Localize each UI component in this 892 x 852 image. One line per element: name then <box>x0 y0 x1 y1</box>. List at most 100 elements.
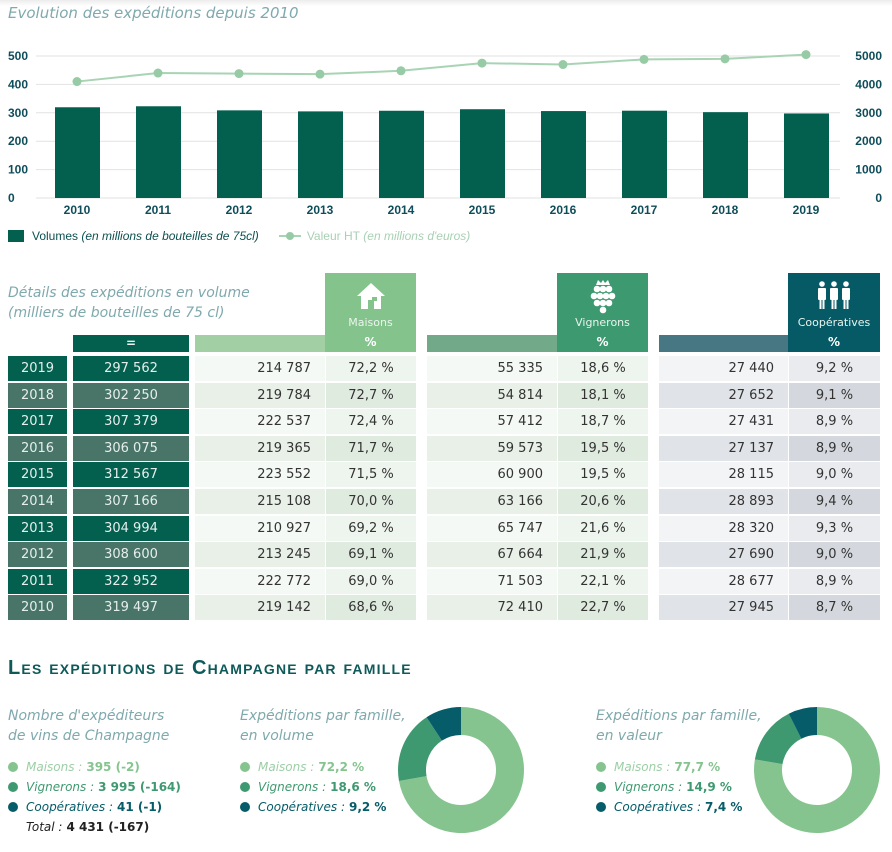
point-valeur <box>396 66 406 76</box>
x-axis-tick: 2019 <box>793 203 820 217</box>
bar-volume <box>136 106 181 198</box>
donut-volume <box>398 707 524 833</box>
x-axis-tick: 2013 <box>307 203 334 217</box>
year-cell: 2017 <box>8 409 67 434</box>
total-cell: 297 562 <box>73 356 189 381</box>
maisons-cell: 222 772 <box>195 569 325 594</box>
x-axis-tick: 2016 <box>550 203 577 217</box>
left-axis-tick: 200 <box>8 134 28 148</box>
bar-volume <box>784 113 829 198</box>
coop-pct-cell: 9,4 % <box>789 489 880 514</box>
total-cell: 307 379 <box>73 409 189 434</box>
coop-cell: 27 945 <box>659 595 788 620</box>
item-name: Coopératives : <box>26 800 113 814</box>
total-cell: 302 250 <box>73 383 189 408</box>
item-name: Vignerons : <box>614 780 683 794</box>
legend-valeur-swatch <box>278 231 301 241</box>
vignerons-pct-cell: 19,5 % <box>558 462 648 487</box>
vignerons-pct-cell: 20,6 % <box>558 489 648 514</box>
year-cell: 2016 <box>8 436 67 461</box>
donut-slice-coopratives <box>426 707 461 741</box>
item-value: 72,2 % <box>318 760 365 774</box>
maisons-header: Maisons % <box>325 273 416 352</box>
maisons-pct-cell: 72,7 % <box>326 383 416 408</box>
maisons-pct-cell: 72,2 % <box>326 356 416 381</box>
maisons-pct-cell: 71,7 % <box>326 436 416 461</box>
donut-slice-vignerons <box>754 713 802 765</box>
maisons-header-bar <box>195 335 325 352</box>
expediteurs-maisons: Maisons : 395 (-2) <box>8 760 140 774</box>
year-cell: 2015 <box>8 462 67 487</box>
year-cell: 2011 <box>8 569 67 594</box>
coop-pct-cell: 9,3 % <box>789 516 880 541</box>
bar-line-chart: 0100200300400500010002000300040005000201… <box>8 49 882 217</box>
coop-cell: 27 431 <box>659 409 788 434</box>
coop-dot-icon <box>8 802 18 812</box>
item-value: 77,7 % <box>674 760 721 774</box>
volume-vignerons: Vignerons : 18,6 % <box>240 780 376 794</box>
total-cell: 319 497 <box>73 595 189 620</box>
volume-coop: Coopératives : 9,2 % <box>240 800 386 814</box>
vignerons-dot-icon <box>596 782 606 792</box>
x-axis-tick: 2017 <box>631 203 658 217</box>
valeur-title-line2: en valeur <box>596 728 662 744</box>
expediteurs-title-line2: de vins de Champagne <box>8 728 170 744</box>
maisons-dot-icon <box>8 762 18 772</box>
valeur-coop: Coopératives : 7,4 % <box>596 800 742 814</box>
table-title: Détails des expéditions en volume (milli… <box>8 283 250 323</box>
item-value: 41 (-1) <box>116 800 163 814</box>
x-axis-tick: 2011 <box>145 203 171 217</box>
year-cell: 2018 <box>8 383 67 408</box>
coop-cell: 27 652 <box>659 383 788 408</box>
x-axis-tick: 2010 <box>64 203 91 217</box>
maisons-pct-cell: 69,2 % <box>326 516 416 541</box>
vignerons-dot-icon <box>8 782 18 792</box>
bar-volume <box>379 110 424 198</box>
maisons-cell: 215 108 <box>195 489 325 514</box>
bar-volume <box>298 111 343 198</box>
coop-dot-icon <box>240 802 250 812</box>
total-cell: 304 994 <box>73 516 189 541</box>
maisons-cell: 219 142 <box>195 595 325 620</box>
vignerons-cell: 65 747 <box>427 516 557 541</box>
coop-pct-cell: 8,9 % <box>789 409 880 434</box>
coop-pct-cell: 8,9 % <box>789 436 880 461</box>
coop-header-bar <box>659 335 788 352</box>
item-name: Maisons : <box>26 760 83 774</box>
coop-pct-cell: 9,2 % <box>789 356 880 381</box>
vignerons-pct-cell: 22,7 % <box>558 595 648 620</box>
volume-title-line1: Expéditions par famille, <box>240 708 406 724</box>
left-axis-tick: 500 <box>8 49 28 63</box>
point-valeur <box>558 60 568 70</box>
vignerons-cell: 72 410 <box>427 595 557 620</box>
legend-valeur-unit: (en millions d'euros) <box>363 229 471 243</box>
x-axis-tick: 2012 <box>226 203 253 217</box>
year-cell: 2014 <box>8 489 67 514</box>
maisons-cell: 213 245 <box>195 542 325 567</box>
total-value: 4 431 (-167) <box>66 820 150 834</box>
maisons-cell: 219 365 <box>195 436 325 461</box>
valeur-maisons: Maisons : 77,7 % <box>596 760 720 774</box>
maisons-pct-cell: 68,6 % <box>326 595 416 620</box>
year-cell: 2010 <box>8 595 67 620</box>
item-name: Coopératives : <box>614 800 701 814</box>
coop-cell: 28 115 <box>659 462 788 487</box>
right-axis-tick: 1000 <box>855 163 882 177</box>
legend-valeur-label: Valeur HT <box>306 229 360 243</box>
chart-title: Evolution des expéditions depuis 2010 <box>8 4 299 22</box>
total-cell: 307 166 <box>73 489 189 514</box>
maisons-cell: 222 537 <box>195 409 325 434</box>
bar-volume <box>622 110 667 198</box>
vignerons-label: Vignerons <box>575 316 630 329</box>
coop-pct-cell: 9,0 % <box>789 542 880 567</box>
item-name: Vignerons : <box>258 780 327 794</box>
people-icon <box>818 281 850 309</box>
point-valeur <box>234 69 244 79</box>
point-valeur <box>477 58 487 68</box>
legend-volumes-swatch <box>8 230 24 242</box>
maisons-pct-cell: 69,0 % <box>326 569 416 594</box>
coop-dot-icon <box>596 802 606 812</box>
donut-slice-coopratives <box>788 707 817 739</box>
item-name: Coopératives : <box>258 800 345 814</box>
vignerons-dot-icon <box>240 782 250 792</box>
